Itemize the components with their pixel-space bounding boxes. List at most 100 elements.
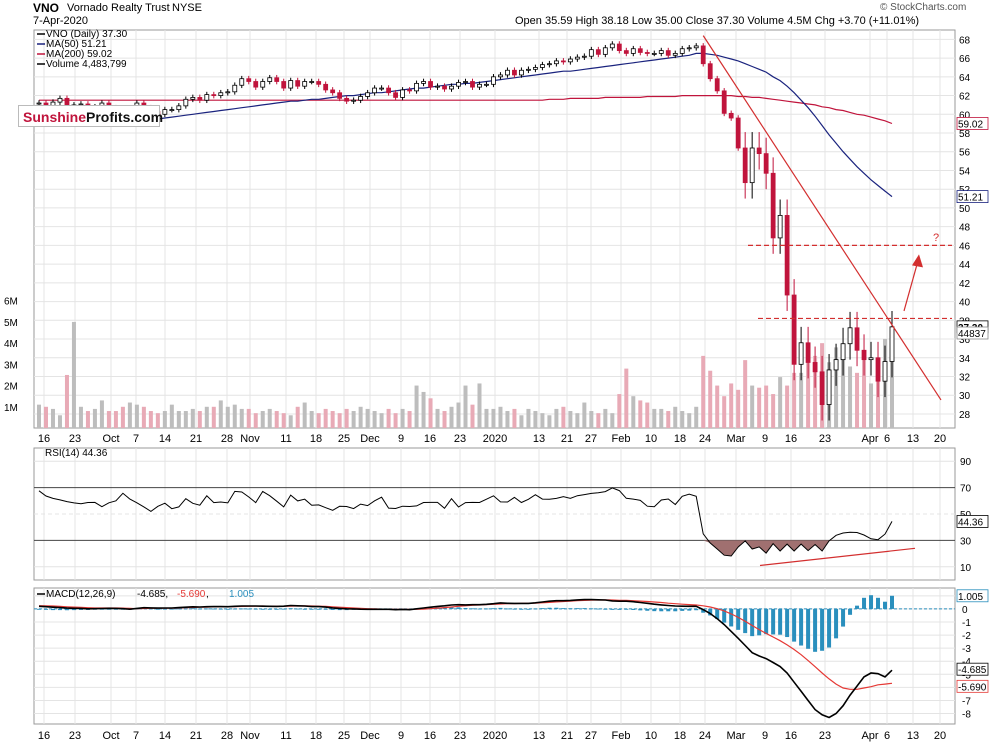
volume-bar <box>330 411 335 428</box>
candle <box>588 49 594 57</box>
candle <box>232 84 238 93</box>
macd-histogram-bar <box>708 608 713 616</box>
macd-y-tick-label: -8 <box>962 710 971 721</box>
macd-histogram-bar <box>274 608 279 610</box>
x-tick-label-bottom: 27 <box>585 730 597 742</box>
macd-histogram-bar <box>71 608 76 611</box>
volume-bar <box>407 411 412 428</box>
price-y-tick-label: 62 <box>959 92 971 103</box>
volume-bar <box>50 408 55 428</box>
volume-bar <box>834 347 839 428</box>
candle <box>456 82 461 87</box>
macd-histogram-bar <box>687 608 692 611</box>
x-tick-label-bottom: 16 <box>424 730 436 742</box>
stockcharts-credit: © StockCharts.com <box>880 2 967 13</box>
macd-legend-sep: , <box>206 589 209 600</box>
volume-bar <box>484 408 489 428</box>
candle <box>302 81 308 87</box>
x-tick-label-price: 24 <box>699 433 711 445</box>
macd-histogram-bar <box>519 608 524 610</box>
macd-histogram-bar <box>855 605 860 609</box>
rsi-y-tick-label: 10 <box>960 563 972 574</box>
x-tick-label-bottom: 16 <box>38 730 50 742</box>
x-tick-label-price: 6 <box>884 433 890 445</box>
exchange-name: NYSE <box>172 2 202 14</box>
candle <box>428 81 433 88</box>
macd-last-tag <box>956 679 989 693</box>
macd-y-tick-label: 0 <box>962 605 968 616</box>
macd-histogram-bar <box>295 608 300 610</box>
macd-histogram-bar <box>37 608 41 610</box>
macd-histogram-bar <box>638 608 643 611</box>
x-tick-label-price: Apr <box>861 433 878 445</box>
macd-histogram-bar <box>162 608 167 610</box>
candle <box>665 50 671 56</box>
candle <box>644 52 650 54</box>
candle <box>386 87 391 94</box>
volume-bar <box>498 406 503 428</box>
volume-bar <box>743 360 748 428</box>
company-name: Vornado Realty Trust <box>67 2 170 14</box>
x-tick-label-bottom: 16 <box>785 730 797 742</box>
x-tick-label-bottom: 23 <box>454 730 466 742</box>
volume-bar <box>120 406 125 428</box>
x-tick-label-bottom: 18 <box>310 730 322 742</box>
x-tick-label-price: 16 <box>785 433 797 445</box>
volume-bar <box>547 415 552 428</box>
macd-last-tag <box>956 662 989 676</box>
volume-bar <box>561 406 566 428</box>
macd-legend-title: MACD(12,26,9) <box>46 589 115 600</box>
x-tick-label-price: 18 <box>310 433 322 445</box>
macd-histogram-bar <box>666 608 671 612</box>
volume-bar <box>848 366 853 428</box>
macd-histogram-bar <box>316 608 321 610</box>
macd-last-label: -4.685 <box>958 665 987 676</box>
candle <box>798 342 804 365</box>
volume-bar <box>568 411 573 428</box>
logo-black-text: Profits.com <box>86 109 164 125</box>
macd-histogram-bar <box>582 608 587 609</box>
candle <box>777 215 783 239</box>
last-value-tag <box>956 117 989 130</box>
x-tick-label-bottom: 2020 <box>483 730 507 742</box>
macd-histogram-bar <box>50 608 55 611</box>
macd-histogram-bar <box>540 608 545 609</box>
volume-bar <box>267 408 272 428</box>
candle <box>288 80 294 89</box>
chart-date: 7-Apr-2020 <box>33 15 89 27</box>
candle <box>595 49 601 55</box>
candle <box>805 342 811 363</box>
x-tick-label-price: 23 <box>454 433 466 445</box>
volume-bar <box>225 406 230 428</box>
volume-bar <box>680 411 685 428</box>
volume-bar <box>78 406 83 428</box>
candle <box>742 147 748 184</box>
macd-y-tick-label: -2 <box>962 631 971 642</box>
price-y-tick-label: 50 <box>959 204 971 215</box>
candle <box>560 60 566 63</box>
x-tick-label-price: Oct <box>102 433 119 445</box>
macd-histogram-bar <box>43 608 48 610</box>
volume-bar <box>155 413 160 428</box>
macd-histogram-bar <box>106 608 111 610</box>
macd-histogram-bar <box>694 608 699 611</box>
candle <box>819 371 825 405</box>
macd-histogram-bar <box>477 608 482 610</box>
x-tick-label-bottom: 28 <box>221 730 233 742</box>
macd-histogram-bar <box>827 608 832 648</box>
volume-bar <box>603 408 608 428</box>
candle <box>784 215 790 296</box>
macd-histogram-bar <box>862 597 867 609</box>
macd-histogram-bar <box>456 607 461 609</box>
x-tick-label-bottom: Oct <box>102 730 119 742</box>
candle <box>57 97 63 103</box>
macd-histogram-bar <box>232 608 237 610</box>
volume-bar <box>316 413 321 428</box>
candle <box>812 362 818 373</box>
volume-bar <box>463 385 468 428</box>
macd-histogram-bar <box>848 608 853 615</box>
volume-bar <box>771 394 776 428</box>
volume-bar <box>673 406 678 428</box>
candle <box>414 82 419 92</box>
rsi-line <box>38 487 893 557</box>
